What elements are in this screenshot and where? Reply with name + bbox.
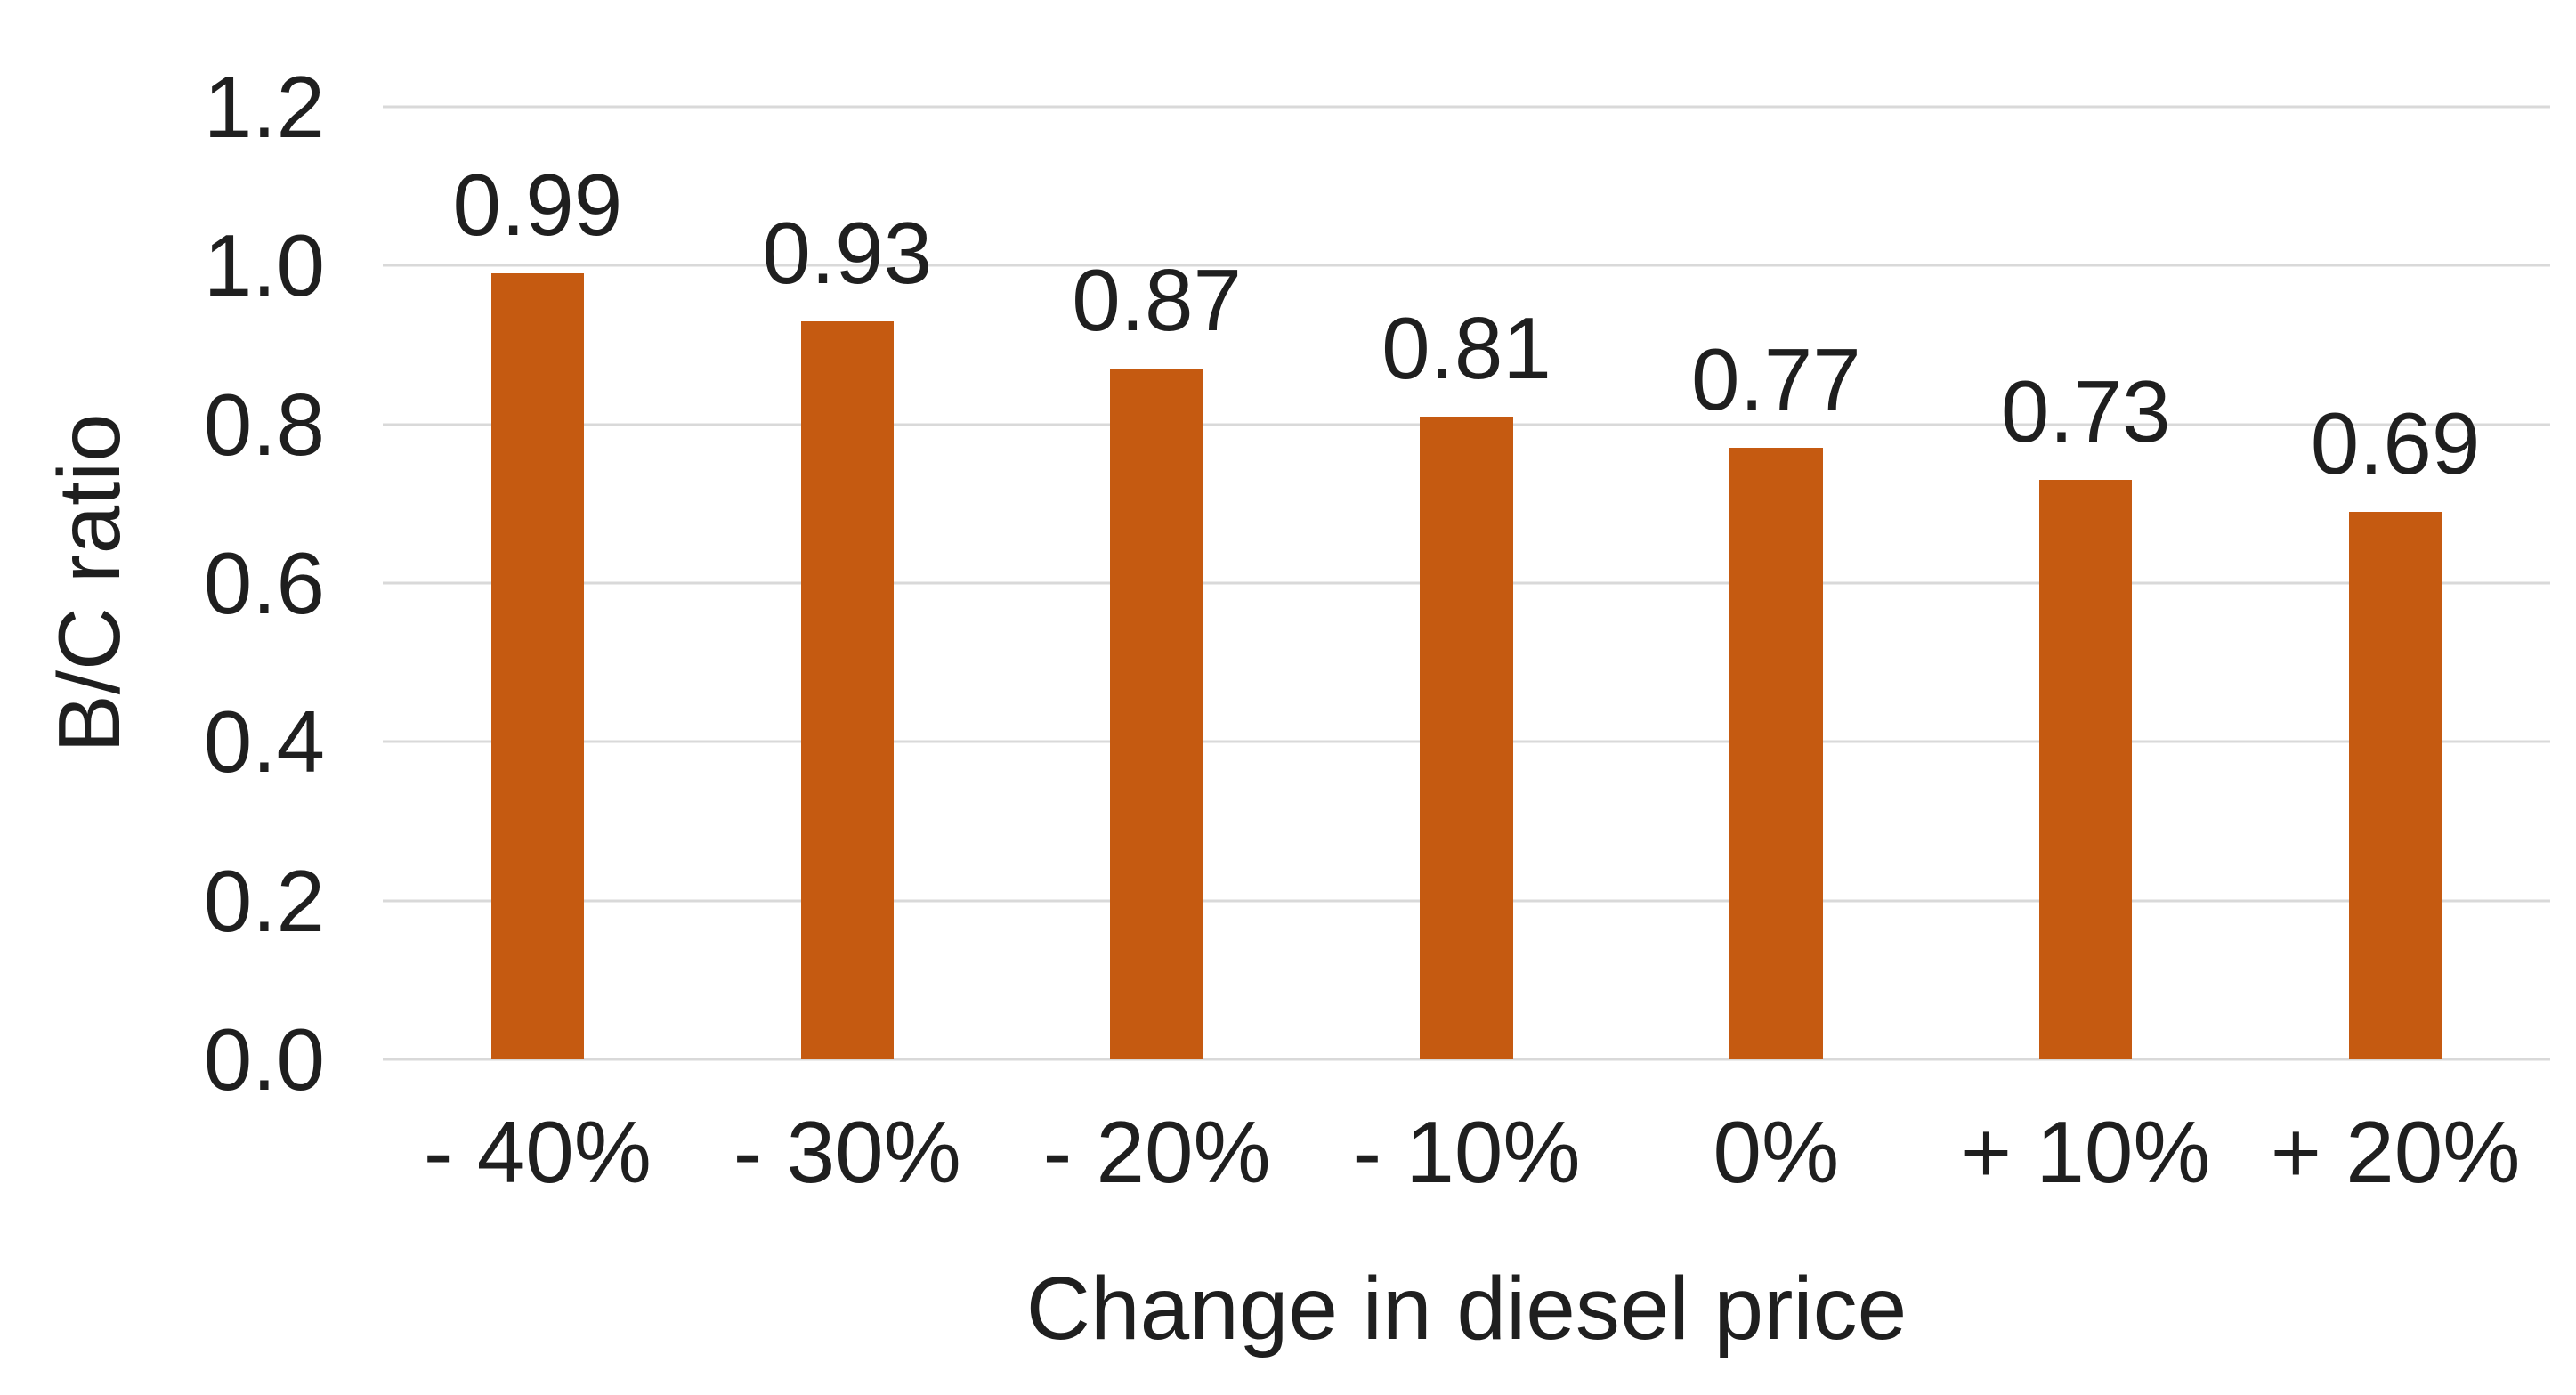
bar-value-label: 0.87 xyxy=(1072,251,1243,350)
x-tick-label: - 20% xyxy=(1042,1103,1271,1201)
bar-value-label: 0.69 xyxy=(2310,393,2481,492)
bar-value-label: 0.73 xyxy=(2000,362,2171,461)
y-tick-label: 0.8 xyxy=(203,375,325,474)
bar xyxy=(1729,448,1823,1059)
x-axis-title: Change in diesel price xyxy=(1025,1259,1908,1359)
y-tick-label: 1.2 xyxy=(203,58,325,156)
y-axis-tick-labels: 1.2 1.0 0.8 0.6 0.4 0.2 0.0 xyxy=(0,63,325,1103)
x-axis-tick-labels: - 40% - 30% - 20% - 10% 0% + 10% + 20% xyxy=(383,1108,2550,1206)
y-tick-label: 0.6 xyxy=(203,534,325,632)
bar xyxy=(800,320,894,1059)
x-tick-label: + 20% xyxy=(2270,1103,2521,1201)
bar xyxy=(2348,511,2442,1059)
gridline xyxy=(383,264,2550,267)
bar-value-label: 0.77 xyxy=(1690,330,1861,429)
y-tick-label: 0.2 xyxy=(203,851,325,950)
x-tick-label: + 10% xyxy=(1960,1103,2211,1201)
y-tick-label: 0.0 xyxy=(203,1010,325,1108)
y-tick-label: 1.0 xyxy=(203,216,325,315)
x-tick-label: 0% xyxy=(1713,1103,1840,1201)
bar-value-label: 0.99 xyxy=(452,156,623,255)
bar-value-label: 0.93 xyxy=(762,203,933,302)
gridline xyxy=(383,105,2550,109)
y-tick-label: 0.4 xyxy=(203,693,325,791)
bar xyxy=(1110,369,1203,1059)
plot-area: 0.99 0.93 0.87 0.81 0.77 0.73 0.69 xyxy=(383,105,2550,1061)
bar xyxy=(490,273,585,1059)
x-tick-label: - 30% xyxy=(733,1103,961,1201)
gridline xyxy=(383,1058,2550,1061)
x-tick-label: - 40% xyxy=(423,1103,652,1201)
bar xyxy=(1420,416,1513,1059)
x-tick-label: - 10% xyxy=(1352,1103,1581,1201)
bar-value-label: 0.81 xyxy=(1381,298,1551,397)
bar xyxy=(2039,480,2133,1059)
